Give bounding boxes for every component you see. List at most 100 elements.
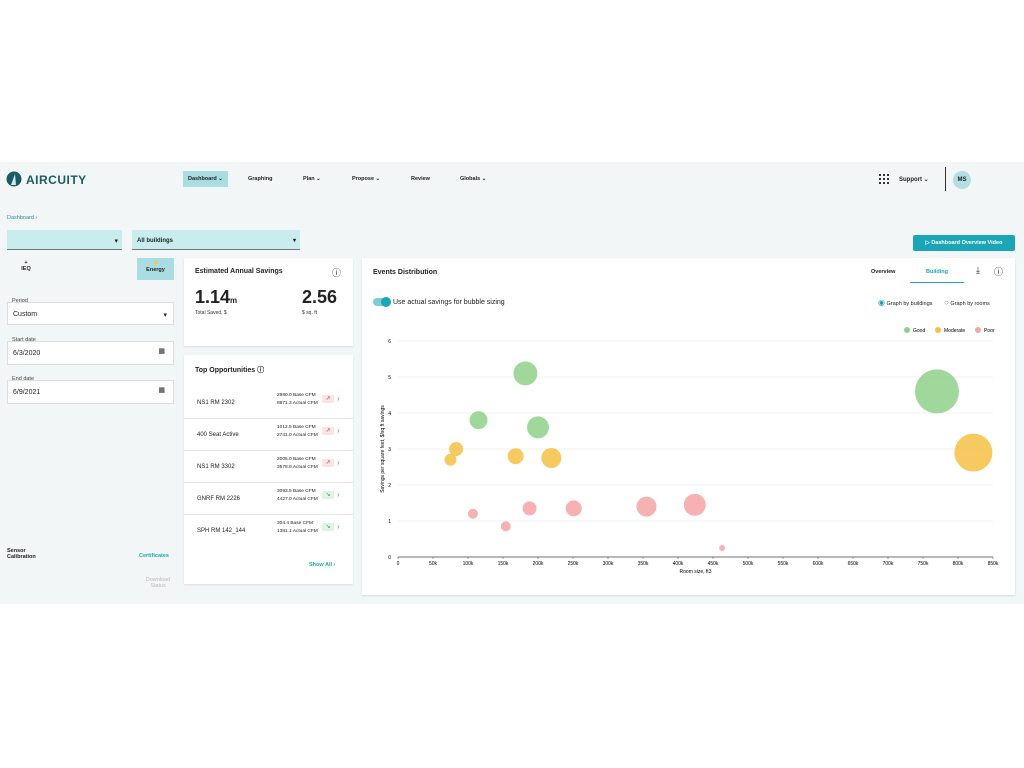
legend-label: Moderate (944, 328, 965, 334)
y-tick-label: 5 (388, 375, 391, 381)
row-divider (184, 482, 353, 483)
period-label: Period (12, 298, 28, 304)
nav-label: Globals (460, 176, 481, 182)
x-tick-label: 350k (638, 561, 649, 567)
legend-swatch (975, 327, 981, 333)
row-chevron[interactable]: › (337, 522, 340, 531)
nav-label: Plan (303, 176, 315, 182)
x-tick-label: 150k (498, 561, 509, 567)
show-all[interactable]: Show All › (309, 562, 336, 568)
opportunity-name: GNRF RM 2226 (197, 496, 241, 502)
nav-label: Review (411, 176, 430, 182)
nav-label: Dashboard (188, 176, 217, 182)
x-tick-label: 50k (429, 561, 438, 567)
total-value: 1.14 (195, 287, 231, 307)
bubble (500, 521, 511, 532)
bubble (954, 433, 993, 472)
bubble (541, 448, 562, 468)
opportunity-name: SPH RM 142_144 (197, 528, 246, 534)
x-tick-label: 550k (778, 561, 789, 567)
video-button[interactable]: ▷ Dashboard Overview Video (913, 235, 1015, 251)
sizing-toggle[interactable] (373, 297, 391, 307)
row-chevron[interactable]: › (337, 394, 340, 403)
y-tick-label: 6 (388, 339, 391, 345)
bubble (636, 496, 657, 517)
row-divider (184, 418, 353, 419)
show-all-label: Show All (309, 562, 333, 568)
apps-icon[interactable] (879, 174, 889, 184)
info-icon[interactable]: ⓘ (332, 268, 342, 278)
radio-buildings-label: Graph by buildings (886, 301, 933, 307)
nav-item[interactable]: Review (406, 171, 435, 187)
end-label: End date (12, 376, 35, 382)
building-select[interactable]: All buildings ▾ (132, 230, 300, 250)
tab-overview[interactable]: Overview (871, 269, 896, 275)
nav-item[interactable]: Globals ⌄ (460, 176, 487, 182)
video-button-label: Dashboard Overview Video (931, 240, 1003, 246)
row-divider (184, 514, 353, 515)
nav-item[interactable]: Propose ⌄ (352, 176, 381, 182)
opportunity-name: NS1 RM 3302 (197, 464, 235, 470)
nav-item[interactable]: Plan ⌄ (303, 176, 321, 182)
x-axis-title: Room size, ft3 (680, 569, 712, 575)
bubble (449, 442, 464, 456)
total-unit: m (230, 296, 238, 305)
site-select[interactable]: ▾ (7, 230, 122, 250)
tab-building[interactable]: Building (910, 269, 964, 283)
base-cfm: 2980.0 Base CFM (277, 393, 316, 398)
nav-label: Graphing (248, 176, 273, 182)
logo: AIRCUITY (26, 173, 87, 187)
support-menu[interactable]: Support ⌄ (899, 177, 929, 183)
actual-cfm: 4427.0 Actual CFM (277, 497, 318, 502)
row-chevron[interactable]: › (337, 426, 340, 435)
bubble (444, 453, 457, 466)
end-date[interactable]: 6/9/2021 ▦ (7, 380, 174, 404)
x-tick-label: 250k (568, 561, 579, 567)
start-date[interactable]: 6/3/2020 ▦ (7, 341, 174, 365)
trend-icon: ↗ (322, 395, 334, 403)
actual-cfm: 3578.9 Actual CFM (277, 465, 318, 470)
energy-label: Energy (146, 267, 165, 273)
total-label: Total Saved, $ (195, 310, 227, 316)
nav-item[interactable]: Graphing (243, 171, 277, 187)
x-tick-label: 300k (603, 561, 614, 567)
bubble (719, 545, 726, 551)
radio-rooms[interactable]: ○ Graph by rooms (944, 298, 990, 307)
info-icon[interactable]: ⓘ (994, 267, 1004, 277)
radio-rooms-label: Graph by rooms (950, 301, 990, 307)
actual-cfm: 2741.0 Actual CFM (277, 433, 318, 438)
energy-button[interactable]: ⚡ Energy (137, 258, 174, 280)
row-divider (184, 450, 353, 451)
y-tick-label: 4 (388, 411, 391, 417)
opportunity-name: 400 Seat Active (197, 432, 239, 438)
row-chevron[interactable]: › (337, 458, 340, 467)
opportunities-title: Top Opportunities ⓘ (195, 367, 265, 374)
breadcrumb[interactable]: Dashboard › (7, 215, 38, 221)
user-avatar[interactable]: MS (953, 171, 971, 189)
sensor-label: Sensor Calibration (7, 548, 36, 560)
base-cfm: 1012.5 Base CFM (277, 425, 316, 430)
trend-icon: ↘ (322, 491, 334, 499)
opportunity-name: NS1 RM 2302 (197, 400, 235, 406)
legend-label: Good (913, 328, 925, 334)
row-chevron[interactable]: › (337, 490, 340, 499)
support-label: Support (899, 177, 922, 183)
savings-card: Estimated Annual Savings ⓘ 1.14m Total S… (184, 258, 353, 346)
download-icon[interactable]: ⤓ (976, 265, 980, 275)
start-label: Start date (12, 337, 36, 343)
logo-icon (6, 171, 22, 187)
savings-title: Estimated Annual Savings (195, 268, 283, 275)
radio-buildings[interactable]: ◉ Graph by buildings (878, 298, 933, 307)
legend-swatch (935, 327, 941, 333)
period-select[interactable]: Custom ▾ (7, 302, 174, 325)
actual-cfm: 1381.1 Actual CFM (277, 529, 318, 534)
ieq-button[interactable]: + IEQ (21, 260, 31, 272)
bubble (507, 448, 524, 465)
certificates-link[interactable]: Certificates (139, 553, 169, 559)
download-status[interactable]: Download Status (145, 577, 171, 589)
nav-item[interactable]: Dashboard ⌄ (183, 171, 228, 187)
opportunities-title-text: Top Opportunities (195, 367, 256, 374)
opportunities-card: Top Opportunities ⓘ Show All › NS1 RM 23… (184, 355, 353, 584)
bubble (522, 501, 537, 516)
x-tick-label: 750k (918, 561, 929, 567)
